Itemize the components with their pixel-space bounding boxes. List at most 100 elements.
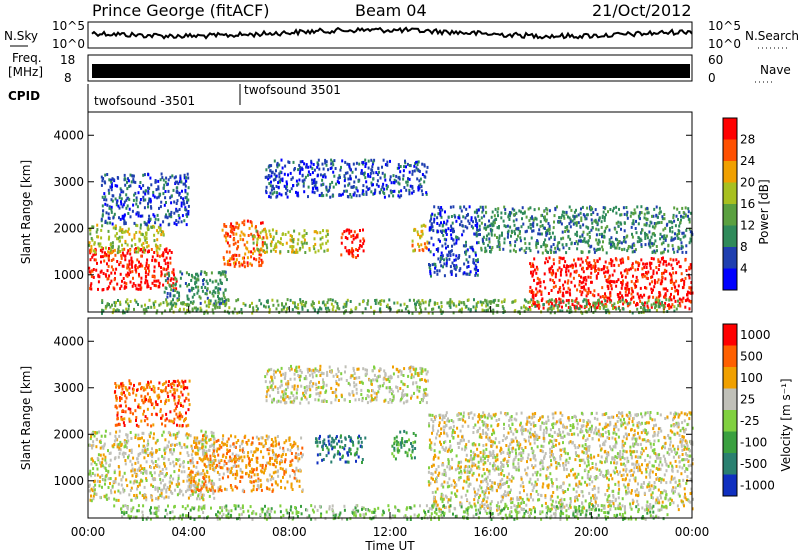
data-cell (104, 458, 107, 462)
data-cell (629, 245, 632, 249)
data-cell (188, 273, 190, 277)
data-cell (392, 174, 395, 178)
data-cell (503, 224, 506, 228)
data-cell (136, 487, 139, 491)
data-cell (473, 298, 475, 302)
data-cell (129, 300, 132, 303)
data-cell (327, 168, 330, 172)
data-cell (617, 263, 620, 267)
data-cell (270, 180, 272, 184)
data-cell (439, 309, 442, 313)
data-cell (655, 308, 658, 312)
data-cell (247, 250, 250, 254)
data-cell (285, 185, 288, 189)
data-cell (148, 396, 151, 399)
data-cell (270, 475, 273, 479)
data-cell (178, 458, 181, 461)
data-cell (658, 291, 661, 294)
data-cell (484, 250, 487, 254)
data-cell (261, 241, 264, 245)
data-cell (276, 161, 279, 165)
data-cell (111, 251, 114, 254)
data-cell (565, 212, 568, 216)
data-cell (269, 235, 272, 238)
data-cell (325, 163, 328, 167)
data-cell (136, 388, 138, 392)
data-cell (137, 460, 140, 464)
data-cell (677, 304, 680, 308)
data-cell (224, 235, 227, 239)
data-cell (467, 219, 470, 223)
data-cell (134, 461, 137, 465)
data-cell (176, 493, 179, 497)
data-cell (304, 304, 307, 308)
data-cell (552, 285, 555, 289)
data-cell (148, 435, 151, 439)
data-cell (362, 160, 365, 164)
data-cell (124, 459, 127, 462)
data-cell (584, 288, 587, 292)
data-cell (474, 309, 477, 312)
data-cell (210, 430, 213, 434)
data-cell (641, 295, 644, 299)
data-cell (269, 191, 272, 195)
data-cell (662, 304, 665, 307)
data-cell (204, 300, 207, 304)
data-cell (161, 311, 164, 315)
data-cell (252, 468, 255, 472)
data-cell (647, 211, 650, 215)
data-cell (569, 264, 572, 268)
data-cell (657, 300, 660, 304)
data-cell (214, 279, 217, 283)
data-cell (243, 219, 246, 223)
data-cell (262, 445, 265, 449)
data-cell (581, 290, 584, 294)
data-cell (296, 242, 299, 246)
data-cell (286, 448, 289, 452)
data-cell (597, 238, 600, 242)
data-cell (175, 219, 178, 223)
data-cell (307, 195, 309, 199)
data-cell (112, 226, 115, 230)
data-cell (631, 262, 634, 266)
data-cell (163, 183, 166, 187)
data-cell (430, 227, 433, 231)
data-cell (186, 479, 189, 483)
data-cell (90, 487, 93, 491)
data-cell (309, 165, 312, 169)
data-cell (149, 205, 152, 209)
data-cell (130, 260, 133, 264)
data-cell (127, 212, 130, 215)
data-cell (597, 303, 600, 307)
data-cell (429, 267, 432, 271)
data-cell (622, 302, 625, 306)
data-cell (239, 480, 242, 483)
data-cell (137, 214, 140, 218)
data-cell (604, 260, 607, 264)
data-cell (196, 277, 199, 281)
data-cell (326, 301, 329, 305)
ytick-label: 2000 (53, 221, 84, 235)
data-cell (467, 212, 469, 216)
data-cell (474, 306, 477, 310)
data-cell (150, 424, 153, 428)
data-cell (174, 488, 176, 492)
data-cell (575, 297, 578, 301)
data-cell (188, 379, 191, 383)
data-cell (119, 287, 122, 291)
data-cell (144, 278, 147, 282)
data-cell (105, 469, 108, 472)
data-cell (529, 285, 532, 289)
data-cell (498, 248, 501, 251)
data-cell (126, 302, 129, 306)
data-cell (101, 204, 104, 208)
data-cell (104, 219, 107, 223)
data-cell (688, 291, 691, 295)
data-cell (580, 275, 582, 279)
data-cell (107, 285, 110, 289)
data-cell (438, 208, 441, 211)
data-cell (204, 292, 207, 296)
data-cell (529, 223, 532, 226)
data-cell (148, 220, 151, 224)
data-cell (599, 301, 601, 305)
